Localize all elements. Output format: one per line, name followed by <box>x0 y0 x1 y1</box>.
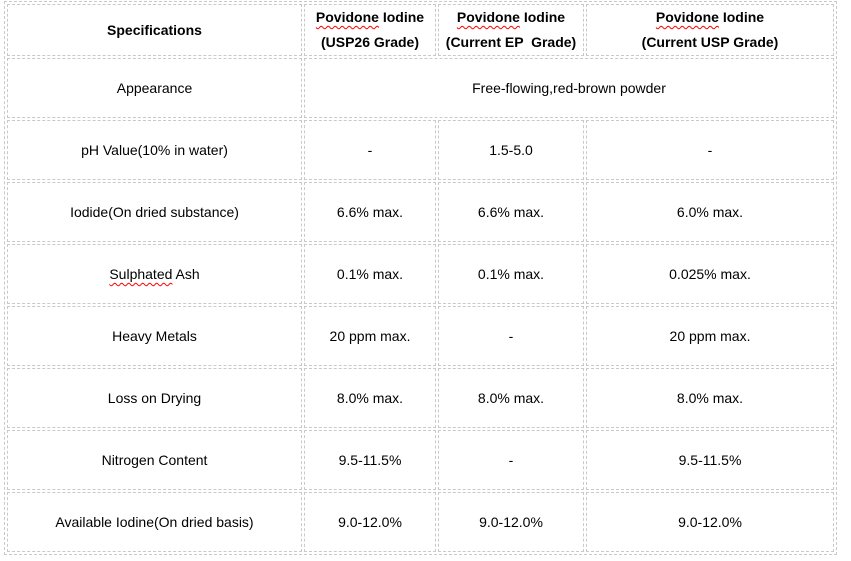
table-row-iodide: Iodide(On dried substance) 6.6% max. 6.6… <box>7 182 834 242</box>
value-cell: 8.0% max. <box>438 368 584 428</box>
value-cell: 6.6% max. <box>438 182 584 242</box>
header-cell-product-usp: Povidone Iodine (Current USP Grade) <box>586 4 834 56</box>
value-cell: 6.6% max. <box>304 182 436 242</box>
table-row-loss-on-drying: Loss on Drying 8.0% max. 8.0% max. 8.0% … <box>7 368 834 428</box>
row-label-cell: Nitrogen Content <box>7 430 302 490</box>
row-label-misspelled-word: Sulphated <box>109 266 173 282</box>
value-cell: 9.0-12.0% <box>304 492 436 552</box>
header-cell-product-usp26: Povidone Iodine (USP26 Grade) <box>304 4 436 56</box>
product-name-misspelled-word: Povidone <box>315 9 379 25</box>
value-cell: 20 ppm max. <box>586 306 834 366</box>
value-cell: - <box>438 306 584 366</box>
value-cell: - <box>304 120 436 180</box>
row-label-cell: Iodide(On dried substance) <box>7 182 302 242</box>
table-row-nitrogen-content: Nitrogen Content 9.5-11.5% - 9.5-11.5% <box>7 430 834 490</box>
product-name-rest: Iodine <box>718 9 765 25</box>
product-name: Povidone Iodine <box>439 5 583 30</box>
table-row-appearance: Appearance Free-flowing,red-brown powder <box>7 58 834 118</box>
value-cell: 0.025% max. <box>586 244 834 304</box>
value-cell: 9.5-11.5% <box>586 430 834 490</box>
product-name-rest: Iodine <box>378 9 425 25</box>
row-label-cell: Appearance <box>7 58 302 118</box>
product-grade: (Current EP Grade) <box>445 34 577 50</box>
value-cell: 1.5-5.0 <box>438 120 584 180</box>
value-cell: 6.0% max. <box>586 182 834 242</box>
table-row-available-iodine: Available Iodine(On dried basis) 9.0-12.… <box>7 492 834 552</box>
product-name: Povidone Iodine <box>305 5 435 30</box>
value-cell: 0.1% max. <box>304 244 436 304</box>
value-cell: 0.1% max. <box>438 244 584 304</box>
value-cell: 9.5-11.5% <box>304 430 436 490</box>
table-row-sulphated-ash: Sulphated Ash 0.1% max. 0.1% max. 0.025%… <box>7 244 834 304</box>
header-cell-product-ep: Povidone Iodine (Current EP Grade) <box>438 4 584 56</box>
row-label-cell: Heavy Metals <box>7 306 302 366</box>
value-cell: 9.0-12.0% <box>586 492 834 552</box>
header-row: Specifications Povidone Iodine (USP26 Gr… <box>7 4 834 56</box>
value-cell: 8.0% max. <box>586 368 834 428</box>
product-name-rest: Iodine <box>519 9 566 25</box>
product-name: Povidone Iodine <box>587 5 833 30</box>
header-cell-specifications: Specifications <box>7 4 302 56</box>
value-cell: 9.0-12.0% <box>438 492 584 552</box>
product-name-misspelled-word: Povidone <box>655 9 719 25</box>
merged-appearance-value-cell: Free-flowing,red-brown powder <box>304 58 834 118</box>
product-grade: (Current USP Grade) <box>641 34 779 50</box>
row-label-cell: Available Iodine(On dried basis) <box>7 492 302 552</box>
table-row-heavy-metals: Heavy Metals 20 ppm max. - 20 ppm max. <box>7 306 834 366</box>
row-label-cell: Sulphated Ash <box>7 244 302 304</box>
row-label-cell: pH Value(10% in water) <box>7 120 302 180</box>
value-cell: 8.0% max. <box>304 368 436 428</box>
value-cell: - <box>586 120 834 180</box>
table-row-ph-value: pH Value(10% in water) - 1.5-5.0 - <box>7 120 834 180</box>
value-cell: - <box>438 430 584 490</box>
row-label-rest: Ash <box>172 266 200 282</box>
specifications-label: Specifications <box>107 21 202 38</box>
product-grade: (USP26 Grade) <box>320 34 420 50</box>
value-cell: 20 ppm max. <box>304 306 436 366</box>
specifications-table: Specifications Povidone Iodine (USP26 Gr… <box>4 1 837 555</box>
row-label-cell: Loss on Drying <box>7 368 302 428</box>
product-name-misspelled-word: Povidone <box>456 9 520 25</box>
